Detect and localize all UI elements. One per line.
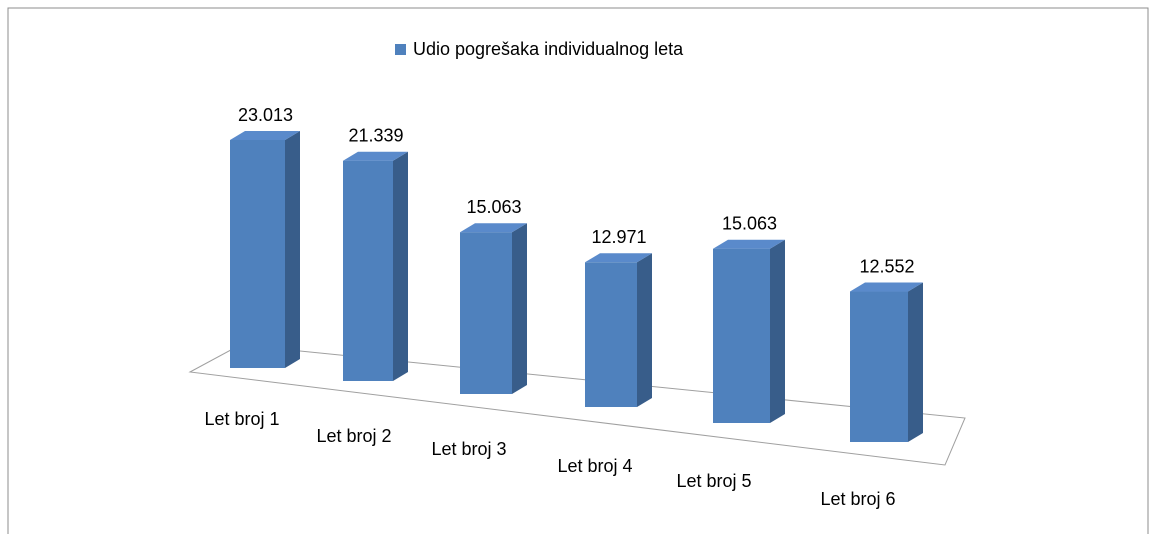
bar-top — [713, 239, 785, 249]
bar-top — [343, 151, 408, 161]
x-tick-label: Let broj 6 — [820, 489, 895, 509]
bar-side — [908, 282, 923, 442]
x-tick-label: Let broj 5 — [676, 471, 751, 491]
value-label: 12.971 — [591, 227, 646, 247]
bar-side — [512, 223, 527, 394]
bar — [230, 140, 285, 368]
bar-side — [770, 239, 785, 423]
legend-label: Udio pogrešaka individualnog leta — [413, 39, 684, 59]
bar-side — [393, 151, 408, 381]
x-tick-label: Let broj 1 — [204, 409, 279, 429]
value-label: 23.013 — [238, 105, 293, 125]
bar — [713, 248, 770, 423]
x-tick-label: Let broj 2 — [316, 426, 391, 446]
value-label: 15.063 — [722, 213, 777, 233]
bar-side — [637, 253, 652, 407]
bar — [343, 160, 393, 381]
bar-top — [850, 282, 923, 292]
chart-frame — [7, 7, 1149, 534]
bar-side — [285, 131, 300, 368]
legend-swatch — [395, 44, 406, 55]
value-label: 12.552 — [859, 256, 914, 276]
value-label: 21.339 — [348, 125, 403, 145]
bar-top — [585, 253, 652, 263]
x-tick-label: Let broj 3 — [431, 439, 506, 459]
bar — [460, 232, 512, 394]
value-label: 15.063 — [466, 197, 521, 217]
bar-top — [460, 223, 527, 233]
bar — [850, 291, 908, 442]
bar-top — [230, 131, 300, 140]
bar — [585, 262, 637, 407]
x-tick-label: Let broj 4 — [557, 456, 632, 476]
